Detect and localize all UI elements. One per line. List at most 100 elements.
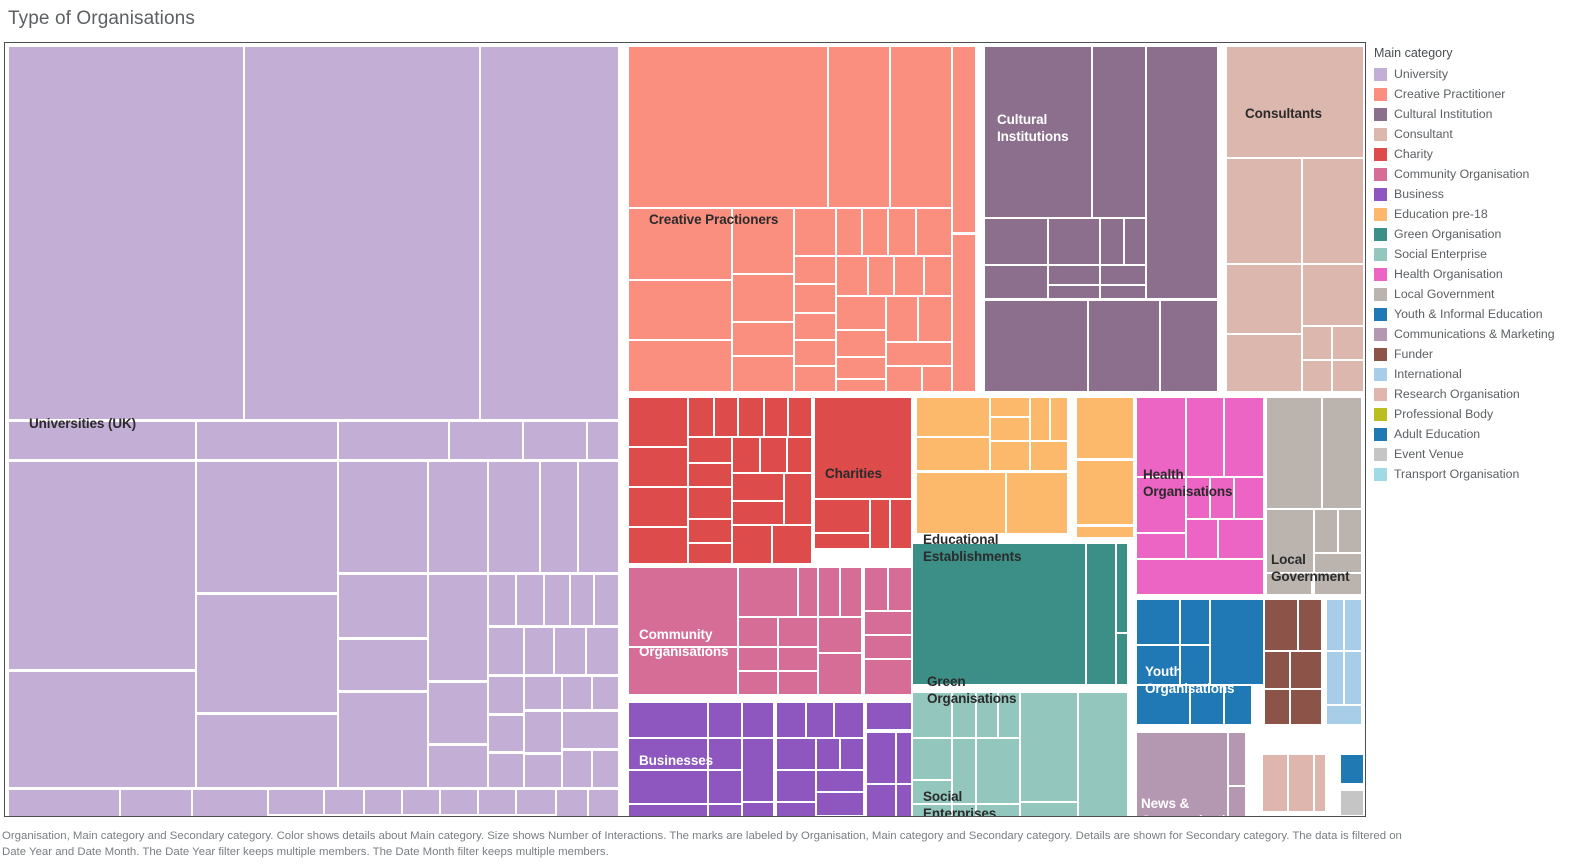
legend-item[interactable]: Cultural Institution (1374, 104, 1570, 124)
treemap-tile[interactable] (1303, 265, 1363, 325)
treemap-tile[interactable] (1137, 646, 1179, 684)
treemap-tile[interactable] (1049, 266, 1099, 284)
treemap-tile[interactable] (897, 785, 911, 816)
legend-item[interactable]: Adult Education (1374, 424, 1570, 444)
treemap-tile[interactable] (121, 790, 191, 816)
treemap-tile[interactable] (817, 771, 863, 791)
treemap-tile[interactable] (1299, 600, 1321, 650)
treemap-tile[interactable] (991, 398, 1029, 416)
treemap-tile[interactable] (991, 442, 1029, 470)
treemap-tile[interactable] (889, 568, 911, 610)
treemap-tile[interactable] (489, 677, 523, 713)
treemap-tile[interactable] (339, 640, 427, 690)
treemap-tile[interactable] (733, 502, 783, 524)
legend-item[interactable]: Green Organisation (1374, 224, 1570, 244)
treemap-tile[interactable] (1333, 327, 1363, 359)
treemap-tile[interactable] (895, 257, 923, 295)
treemap-tile[interactable] (795, 367, 835, 391)
treemap-tile[interactable] (1289, 755, 1313, 811)
legend-item[interactable]: Charity (1374, 144, 1570, 164)
treemap-tile[interactable] (815, 534, 869, 548)
treemap-tile[interactable] (197, 715, 337, 787)
treemap-tile[interactable] (815, 500, 869, 532)
treemap-tile[interactable] (779, 648, 817, 670)
treemap-tile[interactable] (489, 716, 523, 751)
treemap-tile[interactable] (339, 462, 427, 572)
treemap-tile[interactable] (815, 398, 911, 498)
treemap-tile[interactable] (525, 712, 561, 752)
treemap-tile[interactable] (1137, 478, 1185, 532)
treemap-tile[interactable] (777, 703, 805, 737)
treemap-tile[interactable] (1211, 600, 1263, 684)
treemap-tile[interactable] (1227, 265, 1301, 333)
treemap-tile[interactable] (429, 462, 487, 572)
legend-item[interactable]: Professional Body (1374, 404, 1570, 424)
treemap-tile[interactable] (689, 544, 731, 563)
legend-item[interactable]: Health Organisation (1374, 264, 1570, 284)
treemap-tile[interactable] (629, 703, 707, 737)
treemap-tile[interactable] (985, 219, 1047, 264)
treemap-tile[interactable] (689, 488, 731, 518)
treemap-tile[interactable] (1219, 520, 1263, 558)
treemap-tile[interactable] (1333, 361, 1363, 391)
treemap-tile[interactable] (739, 672, 777, 694)
treemap-tile[interactable] (629, 448, 687, 486)
treemap-tile[interactable] (733, 438, 759, 472)
treemap-tile[interactable] (953, 739, 975, 803)
treemap-tile[interactable] (739, 648, 777, 670)
treemap-tile[interactable] (837, 209, 861, 255)
treemap-tile[interactable] (709, 703, 741, 737)
treemap-tile[interactable] (269, 816, 323, 817)
treemap-tile[interactable] (837, 257, 867, 295)
treemap-tile[interactable] (1137, 560, 1263, 594)
treemap-tile[interactable] (629, 281, 731, 339)
treemap-tile[interactable] (817, 739, 839, 769)
treemap-tile[interactable] (1339, 510, 1361, 552)
treemap-tile[interactable] (1303, 159, 1363, 263)
treemap-tile[interactable] (1229, 733, 1245, 785)
treemap-tile[interactable] (913, 739, 951, 779)
treemap-tile[interactable] (977, 739, 1019, 803)
treemap-tile[interactable] (1147, 47, 1217, 298)
legend-item[interactable]: Transport Organisation (1374, 464, 1570, 484)
treemap-tile[interactable] (1117, 544, 1127, 632)
treemap-tile[interactable] (571, 575, 593, 625)
treemap-tile[interactable] (629, 771, 707, 803)
treemap-tile[interactable] (953, 805, 975, 816)
treemap-tile[interactable] (1267, 510, 1313, 572)
treemap-tile[interactable] (788, 438, 811, 472)
treemap-tile[interactable] (563, 677, 591, 709)
treemap-tile[interactable] (761, 438, 786, 472)
treemap-tile[interactable] (871, 500, 889, 548)
treemap-tile[interactable] (1137, 686, 1189, 724)
treemap-tile[interactable] (588, 422, 618, 459)
treemap-tile[interactable] (785, 474, 811, 524)
treemap-tile[interactable] (339, 422, 448, 459)
treemap-tile[interactable] (977, 693, 997, 737)
treemap-tile[interactable] (689, 520, 731, 542)
treemap-tile[interactable] (1031, 442, 1067, 470)
treemap-tile[interactable] (479, 816, 515, 817)
treemap-tile[interactable] (517, 816, 555, 817)
treemap-tile[interactable] (629, 209, 731, 279)
treemap-tile[interactable] (1031, 398, 1049, 440)
legend-item[interactable]: Education pre-18 (1374, 204, 1570, 224)
legend-item[interactable]: Community Organisation (1374, 164, 1570, 184)
treemap-tile[interactable] (1007, 473, 1067, 533)
treemap-tile[interactable] (545, 575, 569, 625)
treemap-tile[interactable] (817, 793, 863, 815)
treemap-tile[interactable] (9, 462, 195, 669)
treemap-tile[interactable] (765, 398, 787, 436)
treemap-tile[interactable] (1191, 686, 1223, 724)
treemap-tile[interactable] (985, 266, 1047, 298)
treemap-tile[interactable] (841, 739, 863, 769)
treemap-tile[interactable] (1303, 327, 1331, 359)
treemap-tile[interactable] (1323, 398, 1361, 508)
treemap-tile[interactable] (629, 398, 687, 446)
treemap-tile[interactable] (739, 398, 763, 436)
treemap-tile[interactable] (1291, 652, 1321, 688)
treemap-tile[interactable] (579, 462, 618, 572)
treemap-tile[interactable] (689, 464, 731, 486)
legend-item[interactable]: Event Venue (1374, 444, 1570, 464)
treemap-tile[interactable] (557, 790, 587, 816)
